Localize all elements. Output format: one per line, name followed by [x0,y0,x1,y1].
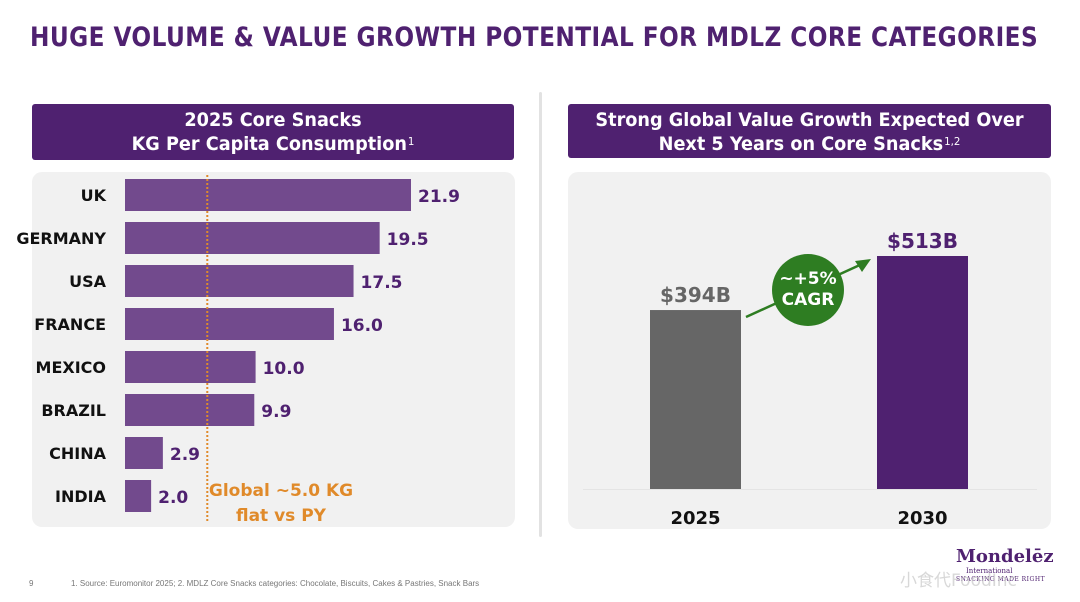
value-label-brazil: 9.9 [261,402,291,422]
page-number: 9 [29,579,34,588]
page-title: HUGE VOLUME & VALUE GROWTH POTENTIAL FOR… [30,22,1039,53]
category-label-mexico: MEXICO [36,358,106,377]
year-label-2030: 2030 [897,508,947,529]
logo-subtitle: International [966,567,1013,575]
logo-tagline: SNACKING MADE RIGHT [956,576,1046,583]
value-label-usa: 17.5 [361,273,403,293]
left-header-line2-wrap: KG Per Capita Consumption1 [49,132,497,156]
bar-india [125,480,152,512]
right-header-line2: Next 5 Years on Core Snacks [658,133,944,155]
bar-usa [125,265,354,297]
value-label-2030: $513B [887,229,958,253]
value-label-india: 2.0 [158,488,188,508]
category-label-india: INDIA [55,487,107,506]
logo-wordmark: Mondelēz [956,546,1054,567]
bar-2025 [650,310,741,489]
value-label-germany: 19.5 [387,230,429,250]
growth-arrow-head [855,259,871,272]
value-label-mexico: 10.0 [263,359,305,379]
value-label-china: 2.9 [170,445,200,465]
right-header-line2-wrap: Next 5 Years on Core Snacks1,2 [585,132,1034,156]
mondelez-logo: Mondelēz International SNACKING MADE RIG… [952,546,1062,586]
bar-uk [125,179,411,211]
left-header-footnote-ref: 1 [407,135,415,148]
left-panel-header: 2025 Core Snacks KG Per Capita Consumpti… [32,104,514,160]
bar-brazil [125,394,255,426]
cagr-line2: CAGR [782,290,835,310]
bar-france [125,308,334,340]
value-label-france: 16.0 [341,316,383,336]
category-label-uk: UK [81,186,107,205]
category-label-france: FRANCE [34,315,106,334]
bar-2030 [877,256,968,489]
bar-china [125,437,163,469]
category-label-germany: GERMANY [16,229,106,248]
bar-germany [125,222,380,254]
right-chart-background [568,172,1051,529]
category-label-usa: USA [69,272,107,291]
cagr-line1: ~+5% [779,269,836,289]
year-label-2025: 2025 [670,508,720,529]
left-header-line1: 2025 Core Snacks [184,109,362,131]
value-label-2025: $394B [660,283,731,307]
value-label-uk: 21.9 [418,187,460,207]
category-label-brazil: BRAZIL [41,401,106,420]
right-header-line1: Strong Global Value Growth Expected Over [595,109,1024,131]
left-header-line2: KG Per Capita Consumption [131,133,407,155]
reference-label-line1: Global ~5.0 KG [209,481,353,501]
reference-label-line2: flat vs PY [236,506,327,526]
right-header-footnote-ref: 1,2 [944,135,961,148]
cagr-badge [772,254,844,326]
bar-mexico [125,351,256,383]
category-label-china: CHINA [49,444,106,463]
panel-divider [539,92,542,537]
watermark: 小食代FoodInc [900,571,1017,591]
footnote: 1. Source: Euromonitor 2025; 2. MDLZ Cor… [71,579,480,588]
right-panel-header: Strong Global Value Growth Expected Over… [568,104,1051,158]
